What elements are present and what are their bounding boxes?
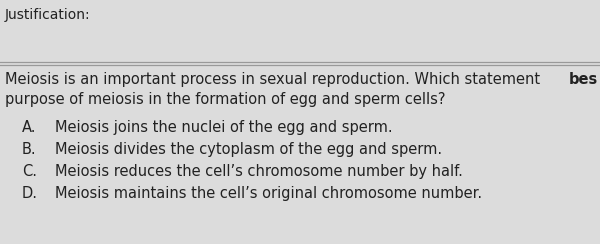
Text: Meiosis reduces the cell’s chromosome number by half.: Meiosis reduces the cell’s chromosome nu… (55, 164, 463, 179)
Text: C.: C. (22, 164, 37, 179)
Text: Meiosis is an important process in sexual reproduction. Which statement: Meiosis is an important process in sexua… (5, 72, 545, 87)
Text: A.: A. (22, 120, 37, 135)
Text: B.: B. (22, 142, 37, 157)
Text: purpose of meiosis in the formation of egg and sperm cells?: purpose of meiosis in the formation of e… (5, 92, 445, 107)
Text: Justification:: Justification: (5, 8, 91, 22)
Text: D.: D. (22, 186, 38, 201)
Text: Meiosis joins the nuclei of the egg and sperm.: Meiosis joins the nuclei of the egg and … (55, 120, 392, 135)
Text: Meiosis divides the cytoplasm of the egg and sperm.: Meiosis divides the cytoplasm of the egg… (55, 142, 442, 157)
Text: bes: bes (569, 72, 598, 87)
Text: Meiosis maintains the cell’s original chromosome number.: Meiosis maintains the cell’s original ch… (55, 186, 482, 201)
